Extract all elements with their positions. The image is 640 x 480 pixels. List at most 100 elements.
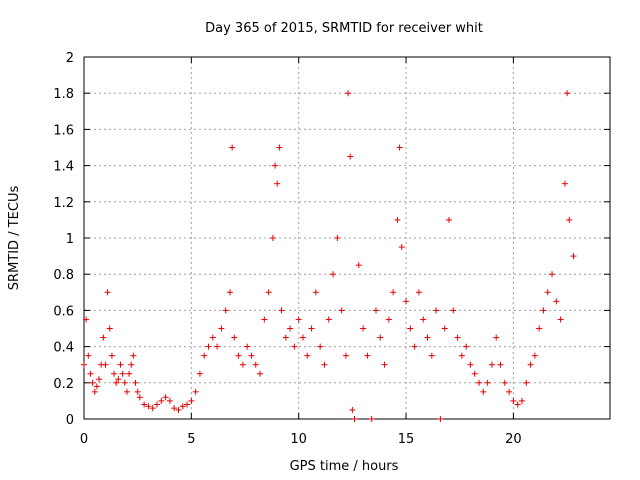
data-point [141,401,148,408]
data-point [501,379,508,386]
chart-title: Day 365 of 2015, SRMTID for receiver whi… [205,21,483,36]
data-point [184,401,191,408]
x-tick-label: 20 [505,432,522,447]
data-point [428,352,435,359]
data-point [544,289,551,296]
data-point [467,361,474,368]
data-point [153,401,160,408]
data-point [269,235,276,241]
data-point [493,334,500,341]
data-point [345,90,352,97]
data-point [134,388,141,395]
data-point [274,180,281,187]
x-axis: 0 5 10 15 20 [80,57,522,447]
data-point [570,253,577,260]
y-tick-label: 0.8 [53,268,74,283]
data-point [561,180,568,187]
y-axis: 0 0.2 0.4 0.6 0.8 1 1.2 1.4 1.6 1.8 2 [53,51,610,428]
y-tick-label: 1 [66,232,74,247]
data-point [342,352,349,359]
data-point [111,370,118,377]
data-point [175,406,182,413]
data-point [162,394,169,401]
y-tick-label: 1.8 [53,87,74,102]
data-point [81,361,87,368]
data-point [480,388,487,395]
data-point [104,289,111,296]
x-tick-label: 10 [290,432,307,447]
data-point [445,216,452,223]
data-point [304,352,311,359]
data-point [398,244,405,251]
data-point [123,388,130,395]
data-point [235,352,242,359]
data-point [145,403,152,410]
data-point [424,334,431,341]
data-point [91,388,98,395]
data-points [81,90,577,422]
data-point [282,334,289,341]
data-point [355,262,362,269]
data-point [497,361,504,368]
data-point [317,343,324,350]
data-point [158,397,165,404]
data-point [295,316,302,323]
x-tick-label: 0 [80,432,88,447]
data-point [476,379,483,386]
data-point [385,316,392,323]
data-point [115,376,122,383]
data-point [171,405,178,412]
data-point [321,361,328,368]
data-point [364,352,371,359]
data-point [506,388,513,395]
data-point [214,343,221,350]
data-point [471,370,478,377]
data-point [179,403,186,410]
data-point [454,334,461,341]
data-point [192,388,199,395]
data-point [433,307,440,314]
data-point [437,416,444,422]
data-point [132,379,139,386]
data-point [564,90,571,97]
data-point [128,361,135,368]
y-tick-label: 1.4 [53,160,74,175]
data-point [330,271,337,278]
y-tick-label: 0 [66,413,74,428]
data-point [201,352,208,359]
data-point [531,352,538,359]
data-point [407,325,414,332]
data-point [377,334,384,341]
data-point [549,271,556,278]
data-point [396,144,403,151]
data-point [514,401,521,408]
data-point [291,343,298,350]
data-point [351,416,358,422]
data-point [265,289,272,296]
data-point [566,216,573,223]
data-point [463,343,470,350]
data-point [349,406,356,413]
data-point [510,397,517,404]
data-point [136,394,143,401]
grid [84,57,610,419]
data-point [239,361,246,368]
data-point [415,289,422,296]
data-point [100,334,107,341]
data-point [85,352,92,359]
plot-frame [83,56,611,420]
data-point [518,397,525,404]
data-point [450,307,457,314]
data-point [248,352,255,359]
data-point [299,334,306,341]
data-point [411,343,418,350]
data-point [244,343,251,350]
y-tick-label: 0.4 [53,341,74,356]
data-point [209,334,216,341]
data-point [553,298,560,305]
data-point [102,361,109,368]
data-point [458,352,465,359]
data-point [334,235,341,241]
data-point [338,307,345,314]
